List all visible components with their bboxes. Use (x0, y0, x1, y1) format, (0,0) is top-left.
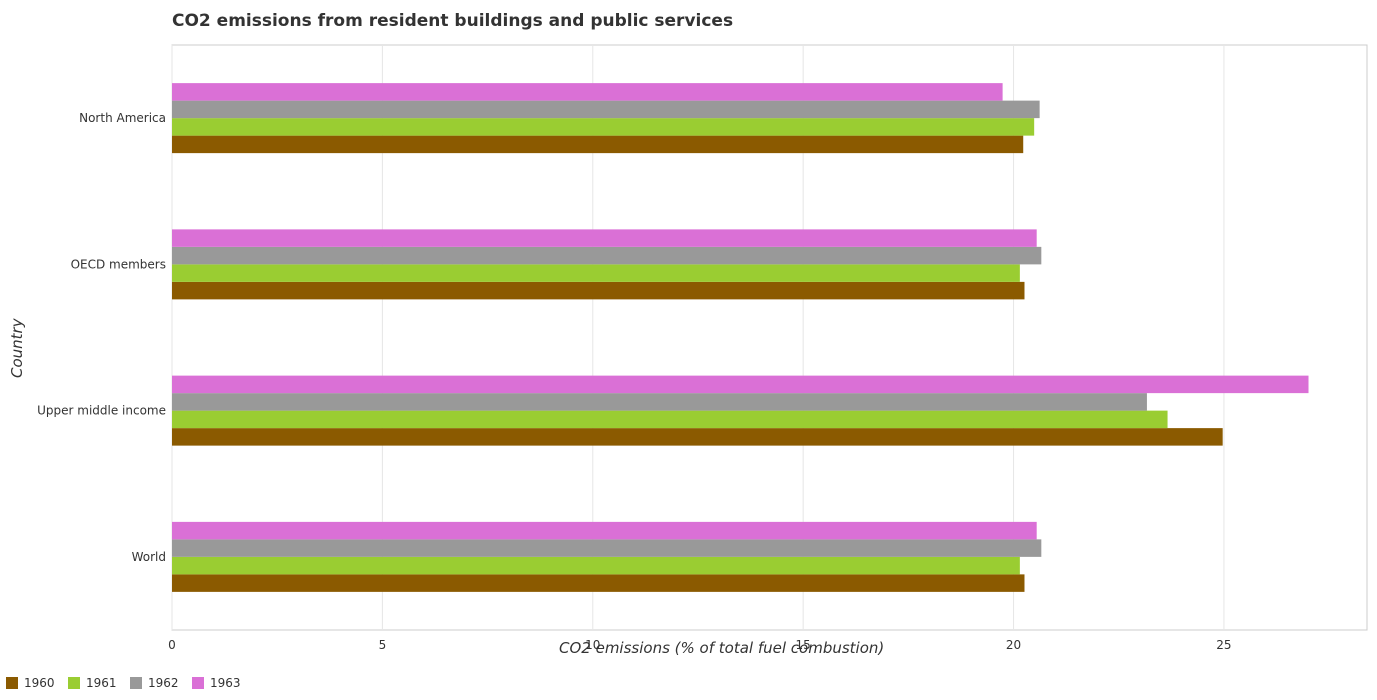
bar (172, 428, 1223, 446)
legend-swatch (68, 677, 80, 689)
legend-entry: 1961 (86, 676, 117, 690)
x-tick-label: 5 (379, 638, 387, 652)
bar (172, 556, 1020, 575)
x-tick-labels: 0 5 10 15 20 25 (168, 638, 1231, 652)
bar (172, 83, 1003, 101)
legend-entry: 1963 (210, 676, 241, 690)
x-axis-label: CO2 emissions (% of total fuel combustio… (559, 639, 884, 657)
legend-swatch (192, 677, 204, 689)
y-tick-label: North America (79, 111, 166, 125)
legend-entry: 1960 (24, 676, 55, 690)
y-tick-labels: North America OECD members Upper middle in… (37, 111, 166, 564)
bar (172, 539, 1042, 557)
y-tick-label: OECD members (71, 257, 166, 271)
bar (172, 375, 1309, 394)
x-tick-label: 15 (796, 638, 811, 652)
x-tick-label: 0 (168, 638, 176, 652)
bars (172, 83, 1309, 592)
y-axis-label: Country (8, 317, 26, 378)
legend: 1960 1961 1962 1963 (6, 676, 241, 690)
x-tick-label: 10 (585, 638, 600, 652)
bar (172, 393, 1147, 411)
y-tick-label: World (132, 550, 166, 564)
bar (172, 521, 1037, 540)
bar (172, 574, 1025, 592)
bar (172, 264, 1020, 282)
bar (172, 281, 1025, 300)
bar (172, 246, 1042, 265)
bar (172, 100, 1040, 119)
bar (172, 229, 1037, 247)
bar (172, 135, 1024, 154)
bar (172, 118, 1035, 136)
bar (172, 410, 1168, 429)
legend-swatch (130, 677, 142, 689)
x-tick-label: 20 (1006, 638, 1021, 652)
x-tick-label: 25 (1216, 638, 1231, 652)
y-tick-label: Upper middle income (37, 404, 166, 418)
legend-entry: 1962 (148, 676, 179, 690)
chart-title: CO2 emissions from resident buildings an… (172, 11, 733, 31)
legend-swatch (6, 677, 18, 689)
